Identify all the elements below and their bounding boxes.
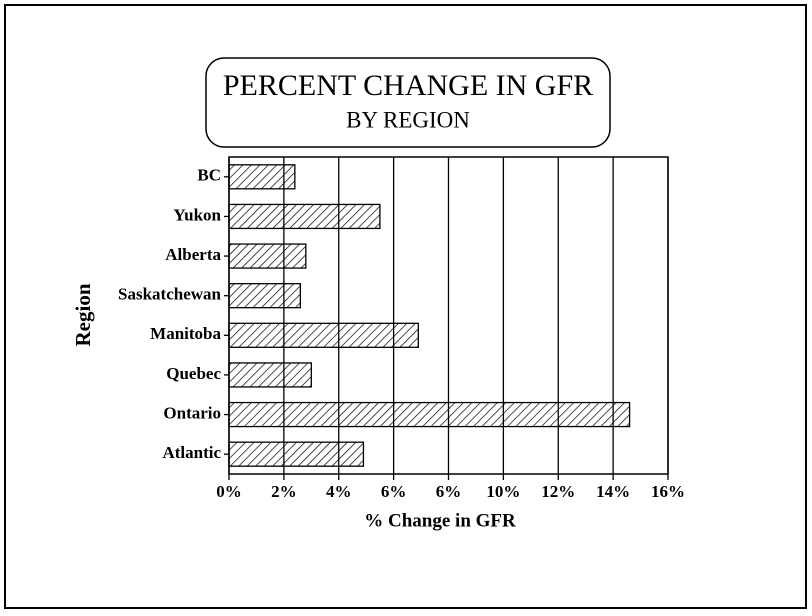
x-tick-label: 12% [541, 482, 575, 501]
y-tick-label: Quebec [166, 364, 221, 383]
bar [228, 401, 631, 428]
y-tick-label: Atlantic [162, 443, 221, 462]
bar [228, 203, 381, 230]
plot-border [228, 156, 669, 475]
x-tick-label: 10% [486, 482, 520, 501]
x-tick-label: 6% [381, 482, 407, 501]
y-tick-label: BC [197, 166, 221, 185]
y-tick-label: Saskatchewan [118, 285, 222, 304]
chart-title: PERCENT CHANGE IN GFR [223, 69, 593, 102]
y-tick-label: Manitoba [150, 324, 221, 343]
y-tick-label: Ontario [163, 403, 221, 422]
x-tick-label: 2% [271, 482, 297, 501]
chart-subtitle: BY REGION [346, 107, 470, 132]
x-axis-label: % Change in GFR [364, 510, 516, 531]
bar [228, 243, 307, 269]
x-tick-label: 0% [216, 482, 242, 501]
y-axis-label: Region [71, 283, 95, 346]
x-tick-label: 6% [436, 482, 462, 501]
x-tick-label: 14% [596, 482, 630, 501]
x-tick-label: 4% [326, 482, 352, 501]
bar [228, 441, 365, 467]
bar [228, 164, 296, 190]
bar [228, 283, 301, 309]
frame [4, 4, 807, 609]
x-tick-label: 16% [651, 482, 685, 501]
y-tick-label: Alberta [165, 245, 221, 264]
title-box [205, 57, 611, 148]
y-tick-label: Yukon [173, 205, 221, 224]
bar [228, 362, 312, 388]
bar [228, 322, 419, 348]
